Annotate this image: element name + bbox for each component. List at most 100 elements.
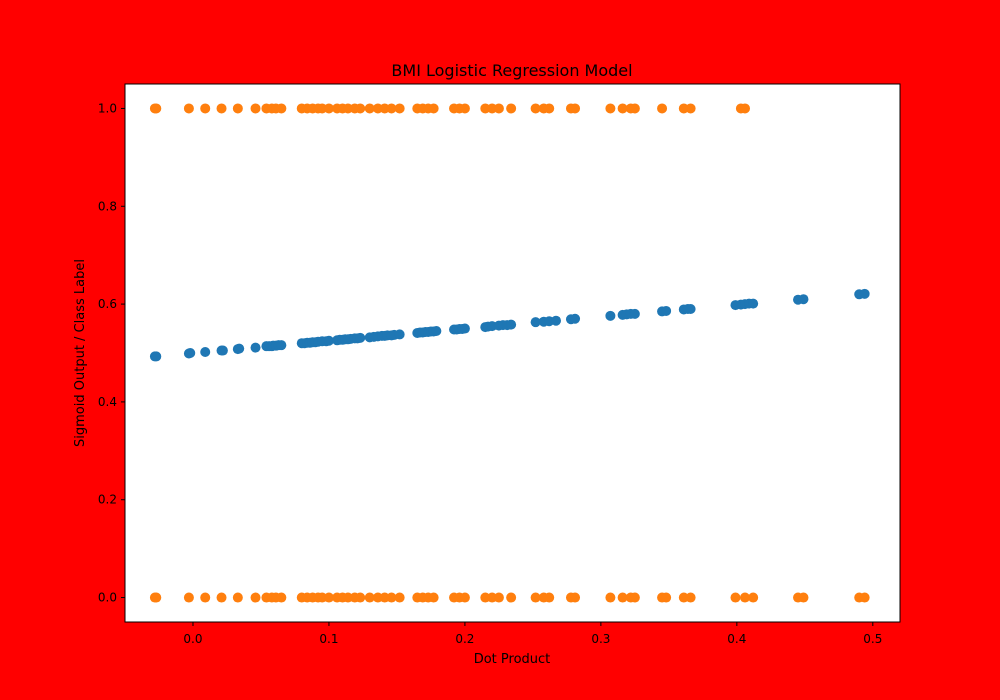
- data-point: [493, 592, 504, 603]
- data-point: [859, 288, 870, 299]
- data-point: [200, 103, 211, 114]
- data-point: [740, 103, 750, 114]
- data-point: [428, 103, 439, 114]
- data-point: [394, 103, 405, 114]
- data-point: [551, 315, 562, 326]
- data-point: [323, 592, 334, 603]
- data-point: [657, 103, 668, 114]
- y-tick-label: 1.0: [98, 101, 117, 115]
- data-point: [859, 592, 870, 603]
- x-tick-label: 0.3: [591, 632, 610, 646]
- data-point: [276, 340, 287, 351]
- data-point: [355, 592, 366, 603]
- data-point: [570, 103, 581, 114]
- data-point: [151, 351, 162, 362]
- data-point: [250, 342, 261, 353]
- plot-frame: [124, 83, 901, 623]
- x-tick-label: 0.5: [863, 632, 882, 646]
- data-point: [364, 592, 375, 603]
- data-point: [493, 103, 504, 114]
- data-point: [605, 310, 616, 321]
- data-point: [685, 303, 696, 314]
- data-point: [570, 313, 581, 324]
- data-point: [629, 308, 640, 319]
- x-axis-label: Dot Product: [474, 652, 551, 667]
- data-point: [617, 103, 628, 114]
- y-axis-label: Sigmoid Output / Class Label: [73, 259, 88, 447]
- data-point: [234, 343, 245, 354]
- data-point: [355, 103, 366, 114]
- data-point: [506, 592, 517, 603]
- data-point: [685, 103, 696, 114]
- y-tick-label: 0.6: [98, 297, 117, 311]
- data-point: [183, 592, 194, 603]
- data-point: [748, 298, 759, 309]
- data-point: [544, 592, 555, 603]
- data-point: [798, 592, 809, 603]
- y-tick-label: 0.0: [98, 591, 117, 605]
- y-tick-label: 0.4: [98, 395, 117, 409]
- data-point: [459, 103, 470, 114]
- data-point: [200, 347, 211, 358]
- data-point: [151, 592, 162, 603]
- data-point: [506, 319, 517, 330]
- series-1: [149, 103, 870, 603]
- y-tick-label: 0.2: [98, 493, 117, 507]
- data-point: [530, 317, 541, 328]
- data-point: [151, 103, 162, 114]
- data-point: [394, 329, 405, 340]
- data-point: [740, 592, 750, 603]
- data-point: [605, 103, 616, 114]
- data-point: [459, 592, 470, 603]
- data-point: [506, 103, 517, 114]
- data-point: [629, 592, 640, 603]
- series-0: [149, 288, 870, 362]
- x-tick-label: 0.4: [727, 632, 746, 646]
- data-point: [661, 592, 672, 603]
- data-point: [431, 325, 442, 336]
- data-point: [355, 332, 366, 343]
- x-tick-label: 0.2: [455, 632, 474, 646]
- data-point: [200, 592, 211, 603]
- data-point: [617, 592, 628, 603]
- data-point: [364, 103, 375, 114]
- x-tick-label: 0.0: [183, 632, 202, 646]
- data-point: [428, 592, 439, 603]
- data-point: [748, 592, 759, 603]
- data-point: [685, 592, 696, 603]
- data-point: [661, 305, 672, 316]
- data-point: [530, 103, 541, 114]
- data-point: [544, 103, 555, 114]
- data-point: [394, 592, 405, 603]
- data-point: [250, 592, 261, 603]
- data-point: [185, 348, 196, 358]
- data-point: [217, 345, 228, 356]
- data-point: [730, 592, 741, 603]
- data-point: [183, 103, 194, 114]
- y-axis: 0.0 0.2 0.4 0.6 0.8 1.0: [98, 101, 125, 605]
- data-point: [276, 592, 287, 603]
- x-tick-label: 0.1: [319, 632, 338, 646]
- data-point: [570, 592, 581, 603]
- data-point: [386, 103, 397, 114]
- data-point: [216, 592, 227, 603]
- data-point: [386, 592, 397, 603]
- data-point: [629, 103, 640, 114]
- data-point: [276, 103, 287, 114]
- data-point: [250, 103, 261, 114]
- data-point: [798, 294, 809, 305]
- data-point: [323, 103, 334, 114]
- data-point: [232, 103, 243, 114]
- data-point: [216, 103, 227, 114]
- plot-area: [125, 84, 900, 622]
- data-point: [530, 592, 541, 603]
- data-point: [232, 592, 243, 603]
- data-point: [323, 335, 334, 346]
- points-layer: [149, 103, 870, 603]
- data-point: [459, 323, 470, 334]
- data-point: [605, 592, 616, 603]
- y-tick-label: 0.8: [98, 199, 117, 213]
- chart-title: BMI Logistic Regression Model: [391, 61, 632, 80]
